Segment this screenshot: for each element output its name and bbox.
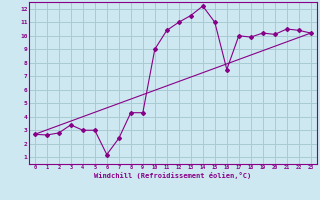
X-axis label: Windchill (Refroidissement éolien,°C): Windchill (Refroidissement éolien,°C) bbox=[94, 172, 252, 179]
